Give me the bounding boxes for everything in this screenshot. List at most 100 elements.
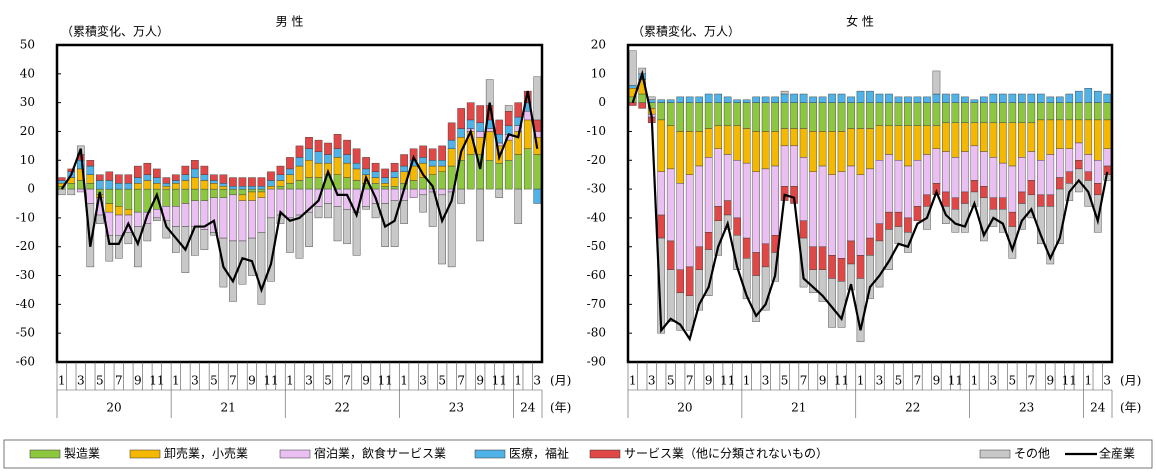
y-tick-label: 10 bbox=[591, 66, 606, 80]
bar-segment bbox=[657, 237, 666, 334]
bar-segment bbox=[1018, 93, 1026, 103]
bar-segment bbox=[1018, 102, 1026, 124]
bar-segment bbox=[1046, 206, 1055, 265]
bar-segment bbox=[989, 122, 998, 158]
bar-segment bbox=[761, 102, 770, 132]
bar-segment bbox=[1018, 157, 1026, 193]
bar-segment bbox=[476, 105, 484, 124]
bar-segment bbox=[276, 186, 285, 190]
x-tick-label: 3 bbox=[533, 374, 541, 388]
bar-segment bbox=[257, 188, 266, 193]
bar-segment bbox=[333, 188, 342, 207]
bar-segment bbox=[523, 119, 532, 149]
legend-swatch bbox=[589, 449, 621, 459]
bar-segment bbox=[666, 102, 675, 126]
bar-segment bbox=[913, 206, 922, 221]
bar-segment bbox=[856, 128, 865, 175]
bar-segment bbox=[267, 188, 275, 219]
bar-segment bbox=[685, 96, 694, 103]
bar-segment bbox=[904, 96, 912, 103]
bar-segment bbox=[295, 214, 304, 259]
bar-segment bbox=[105, 171, 114, 181]
bar-segment bbox=[1008, 211, 1017, 227]
bar-segment bbox=[1065, 119, 1074, 149]
x-tick-label: 11 bbox=[149, 374, 164, 388]
y-tick-label: 20 bbox=[591, 38, 606, 52]
bar-segment bbox=[970, 99, 979, 103]
bar-segment bbox=[114, 206, 123, 216]
bar-segment bbox=[733, 102, 741, 126]
bar-segment bbox=[95, 174, 104, 181]
bar-segment bbox=[695, 102, 703, 132]
bar-segment bbox=[894, 160, 903, 213]
bar-segment bbox=[752, 131, 760, 172]
bar-segment bbox=[238, 177, 247, 187]
y-tick-label: -80 bbox=[587, 326, 606, 340]
bar-segment bbox=[989, 102, 998, 124]
bar-segment bbox=[780, 93, 789, 103]
bar-segment bbox=[1074, 102, 1083, 121]
bar-segment bbox=[333, 157, 342, 175]
bar-segment bbox=[638, 93, 647, 103]
bar-segment bbox=[162, 177, 171, 184]
bar-segment bbox=[1093, 119, 1102, 161]
x-tick-label: 7 bbox=[914, 374, 922, 388]
bar-segment bbox=[1046, 119, 1055, 155]
x-tick-label: 9 bbox=[476, 374, 484, 388]
bar-segment bbox=[219, 188, 228, 198]
bar-segment bbox=[485, 79, 494, 106]
bar-segment bbox=[86, 188, 95, 204]
bar-segment bbox=[438, 194, 446, 265]
bar-segment bbox=[162, 186, 171, 190]
bar-segment bbox=[229, 177, 237, 187]
bar-segment bbox=[343, 139, 351, 155]
bar-segment bbox=[257, 197, 266, 233]
bar-segment bbox=[1093, 194, 1102, 233]
bar-segment bbox=[970, 145, 979, 181]
bar-segment bbox=[105, 180, 114, 190]
bar-segment bbox=[371, 183, 380, 190]
bar-segment bbox=[305, 177, 313, 190]
bar-segment bbox=[172, 183, 180, 190]
bar-segment bbox=[875, 240, 884, 288]
bar-segment bbox=[286, 188, 294, 219]
bar-segment bbox=[362, 157, 370, 170]
bar-segment bbox=[742, 128, 751, 164]
x-tick-label: 5 bbox=[96, 374, 104, 388]
bar-segment bbox=[685, 102, 694, 132]
bar-segment bbox=[875, 102, 884, 126]
bar-segment bbox=[904, 232, 912, 253]
bar-segment bbox=[276, 165, 285, 175]
bar-segment bbox=[352, 162, 361, 170]
bar-segment bbox=[286, 168, 294, 175]
bar-segment bbox=[714, 148, 722, 207]
bar-segment bbox=[267, 171, 275, 181]
bar-segment bbox=[124, 188, 133, 210]
bar-segment bbox=[153, 177, 161, 184]
bar-segment bbox=[57, 188, 66, 196]
bar-segment bbox=[67, 183, 76, 190]
bar-segment bbox=[210, 197, 218, 233]
bar-segment bbox=[371, 177, 380, 184]
bar-segment bbox=[799, 102, 808, 129]
bar-segment bbox=[866, 128, 874, 170]
bar-segment bbox=[704, 128, 713, 158]
bar-segment bbox=[314, 139, 323, 152]
year-label: 21 bbox=[221, 401, 236, 415]
bar-segment bbox=[866, 102, 874, 129]
x-tick-label: 9 bbox=[1046, 374, 1054, 388]
bar-segment bbox=[305, 148, 313, 161]
bar-segment bbox=[913, 160, 922, 207]
bar-segment bbox=[932, 93, 941, 103]
bar-segment bbox=[476, 131, 484, 138]
bar-segment bbox=[1008, 93, 1017, 103]
bar-segment bbox=[790, 128, 798, 147]
bar-segment bbox=[970, 122, 979, 147]
bar-segment bbox=[1055, 119, 1064, 149]
bar-segment bbox=[704, 102, 713, 129]
y-tick-label: -10 bbox=[16, 210, 35, 224]
x-tick-label: 5 bbox=[1009, 374, 1017, 388]
bar-segment bbox=[257, 186, 266, 190]
bar-segment bbox=[771, 102, 779, 132]
bar-segment bbox=[1037, 102, 1045, 121]
